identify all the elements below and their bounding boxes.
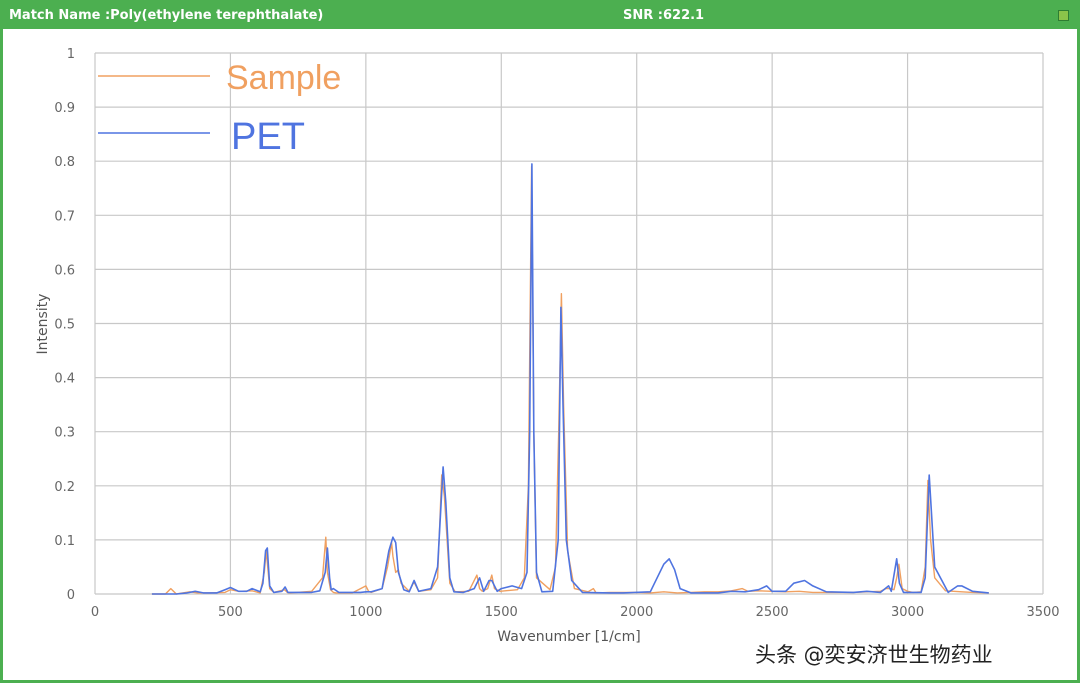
y-axis-label: Intensity [35, 294, 51, 355]
title-bar: Match Name :Poly(ethylene terephthalate)… [3, 3, 1077, 29]
x-tick-labels: 0 500 1000 1500 2000 2500 3000 3500 [91, 605, 1060, 620]
match-name-label: Match Name :Poly(ethylene terephthalate) [9, 8, 324, 23]
window-button-icon[interactable] [1058, 10, 1069, 21]
x-tick-label: 500 [218, 605, 243, 620]
watermark-text: 头条 @奕安济世生物药业 [755, 643, 993, 667]
x-tick-label: 1000 [349, 605, 382, 620]
grid-lines [94, 52, 1044, 595]
y-tick-label: 0.8 [54, 155, 75, 170]
legend: Sample PET [98, 59, 341, 158]
y-tick-label: 0.1 [54, 534, 75, 549]
y-tick-label: 1 [67, 47, 75, 62]
y-tick-label: 0.6 [54, 263, 75, 278]
y-tick-label: 0.9 [54, 101, 75, 116]
series-line-pet [151, 163, 989, 595]
y-tick-labels: 0 0.1 0.2 0.3 0.4 0.5 0.6 0.7 0.8 0.9 1 [54, 47, 75, 603]
series-lines [151, 163, 989, 595]
x-tick-label: 0 [91, 605, 99, 620]
x-tick-label: 1500 [485, 605, 518, 620]
y-tick-label: 0.7 [54, 209, 75, 224]
spectrum-chart: 0 500 1000 1500 2000 2500 3000 3500 00.10.20.30… [35, 47, 1060, 645]
snr-label: SNR :622.1 [623, 8, 705, 23]
x-tick-label: 3500 [1026, 605, 1059, 620]
y-tick-label: 0.3 [54, 426, 75, 441]
x-tick-label: 3000 [891, 605, 924, 620]
series-line-sample [151, 165, 989, 595]
y-tick-label: 0.2 [54, 480, 75, 495]
y-tick-label: 0.4 [54, 372, 75, 387]
x-tick-label: 2000 [620, 605, 653, 620]
legend-pet-label: PET [231, 116, 305, 158]
legend-sample-label: Sample [226, 59, 341, 97]
y-tick-label: 0 [67, 588, 75, 603]
x-axis-label: Wavenumber [1/cm] [497, 629, 640, 645]
x-tick-label: 2500 [756, 605, 789, 620]
y-tick-label: 0.5 [54, 318, 75, 333]
